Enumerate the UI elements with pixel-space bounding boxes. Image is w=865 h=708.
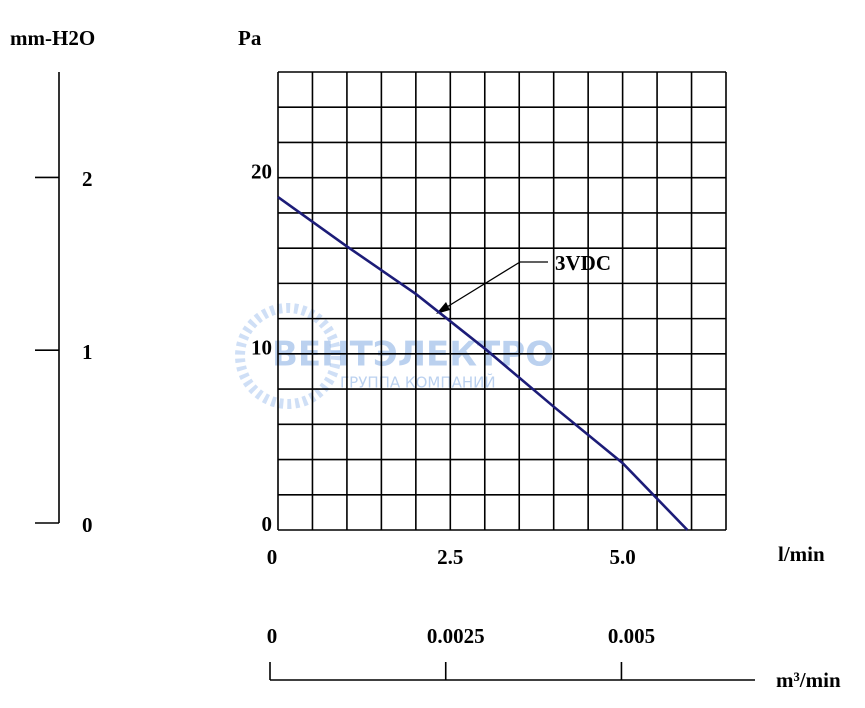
x2-axis-label: m³/min — [776, 668, 841, 692]
y2-tick-label: 1 — [82, 340, 93, 364]
x2-tick-label: 0 — [267, 624, 278, 648]
y2-tick-label: 0 — [82, 513, 93, 537]
annotation-arrow — [441, 261, 521, 311]
y-tick-label: 20 — [251, 160, 272, 184]
x-tick-label: 5.0 — [609, 545, 635, 569]
watermark-logo — [235, 303, 341, 409]
x2-tick-label: 0.0025 — [427, 624, 485, 648]
x-axis-label: l/min — [778, 542, 825, 566]
x-tick-label: 0 — [267, 545, 278, 569]
series-line — [277, 196, 689, 531]
y2-tick-label: 2 — [82, 167, 93, 191]
series-label: 3VDC — [555, 251, 611, 275]
watermark-subtitle: ГРУППА КОМПАНИЙ — [340, 373, 496, 392]
y-tick-label: 10 — [251, 336, 272, 360]
x-tick-label: 2.5 — [437, 545, 463, 569]
y2-axis-label: mm-H2O — [10, 26, 95, 50]
annotation: 3VDC — [436, 251, 611, 314]
y-tick-label: 0 — [262, 512, 273, 536]
x2-tick-label: 0.005 — [608, 624, 655, 648]
arrow-head — [436, 302, 450, 314]
y-axis-label: Pa — [238, 26, 262, 50]
